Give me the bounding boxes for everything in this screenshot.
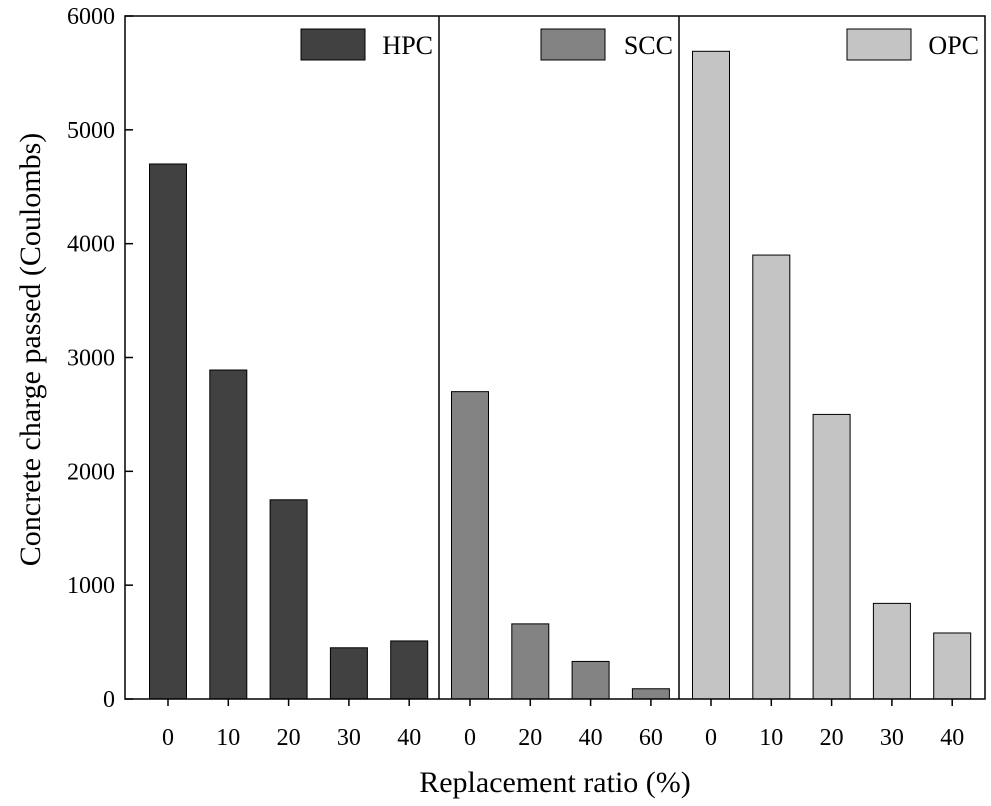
bar-hpc-10: [209, 369, 248, 700]
x-tick-label-hpc-20: 20: [277, 725, 301, 751]
bar-opc-30: [872, 602, 911, 700]
legend-label-scc: SCC: [624, 31, 673, 60]
legend-opc: OPC: [846, 28, 979, 61]
bar-hpc-0: [149, 163, 187, 700]
x-axis-title: Replacement ratio (%): [419, 766, 691, 799]
bar-opc-10: [752, 254, 791, 700]
x-tick-label-opc-0: 0: [705, 725, 717, 751]
x-tick-label-scc-40: 40: [579, 725, 603, 751]
y-tick-label-2000: 2000: [67, 459, 115, 485]
y-tick-label-4000: 4000: [67, 232, 115, 258]
plot-frame: [124, 15, 986, 700]
legend-layer: HPC SCC OPC: [300, 28, 979, 61]
y-tick-label-0: 0: [103, 687, 115, 713]
bar-opc-20: [812, 413, 851, 700]
legend-swatch-opc: [846, 28, 912, 61]
y-tick-label-6000: 6000: [67, 4, 115, 30]
y-axis-title: Concrete charge passed (Coulombs): [14, 133, 47, 567]
x-tick-label-scc-0: 0: [464, 725, 476, 751]
legend-label-hpc: HPC: [382, 31, 433, 60]
bar-hpc-30: [329, 647, 368, 700]
y-tick-label-1000: 1000: [67, 573, 115, 599]
y-tick-label-5000: 5000: [67, 118, 115, 144]
bar-scc-60: [631, 688, 670, 700]
x-tick-label-hpc-0: 0: [162, 725, 174, 751]
legend-label-opc: OPC: [928, 31, 979, 60]
bar-hpc-20: [269, 499, 308, 700]
bar-hpc-40: [390, 640, 429, 700]
x-tick-label-opc-10: 10: [759, 725, 783, 751]
x-tick-label-scc-60: 60: [639, 725, 663, 751]
legend-swatch-scc: [540, 28, 606, 61]
y-tick-label-3000: 3000: [67, 346, 115, 372]
x-tick-label-hpc-40: 40: [397, 725, 421, 751]
bar-scc-0: [451, 391, 489, 700]
legend-scc: SCC: [540, 28, 673, 61]
x-tick-label-scc-20: 20: [518, 725, 542, 751]
x-tick-label-opc-30: 30: [880, 725, 904, 751]
bar-scc-20: [511, 623, 550, 700]
x-tick-label-opc-20: 20: [820, 725, 844, 751]
axes-layer: 0 1000 2000 3000 4000 5000 6000 0 10 20 30 40 0 20 40 6…: [67, 4, 986, 751]
x-tick-label-hpc-30: 30: [337, 725, 361, 751]
legend-swatch-hpc: [300, 28, 366, 61]
legend-hpc: HPC: [300, 28, 433, 61]
bar-opc-40: [933, 632, 972, 700]
bar-scc-40: [571, 660, 610, 700]
x-tick-label-opc-40: 40: [940, 725, 964, 751]
bar-opc-0: [692, 50, 730, 700]
x-tick-label-hpc-10: 10: [216, 725, 240, 751]
bars-layer: [149, 50, 972, 700]
